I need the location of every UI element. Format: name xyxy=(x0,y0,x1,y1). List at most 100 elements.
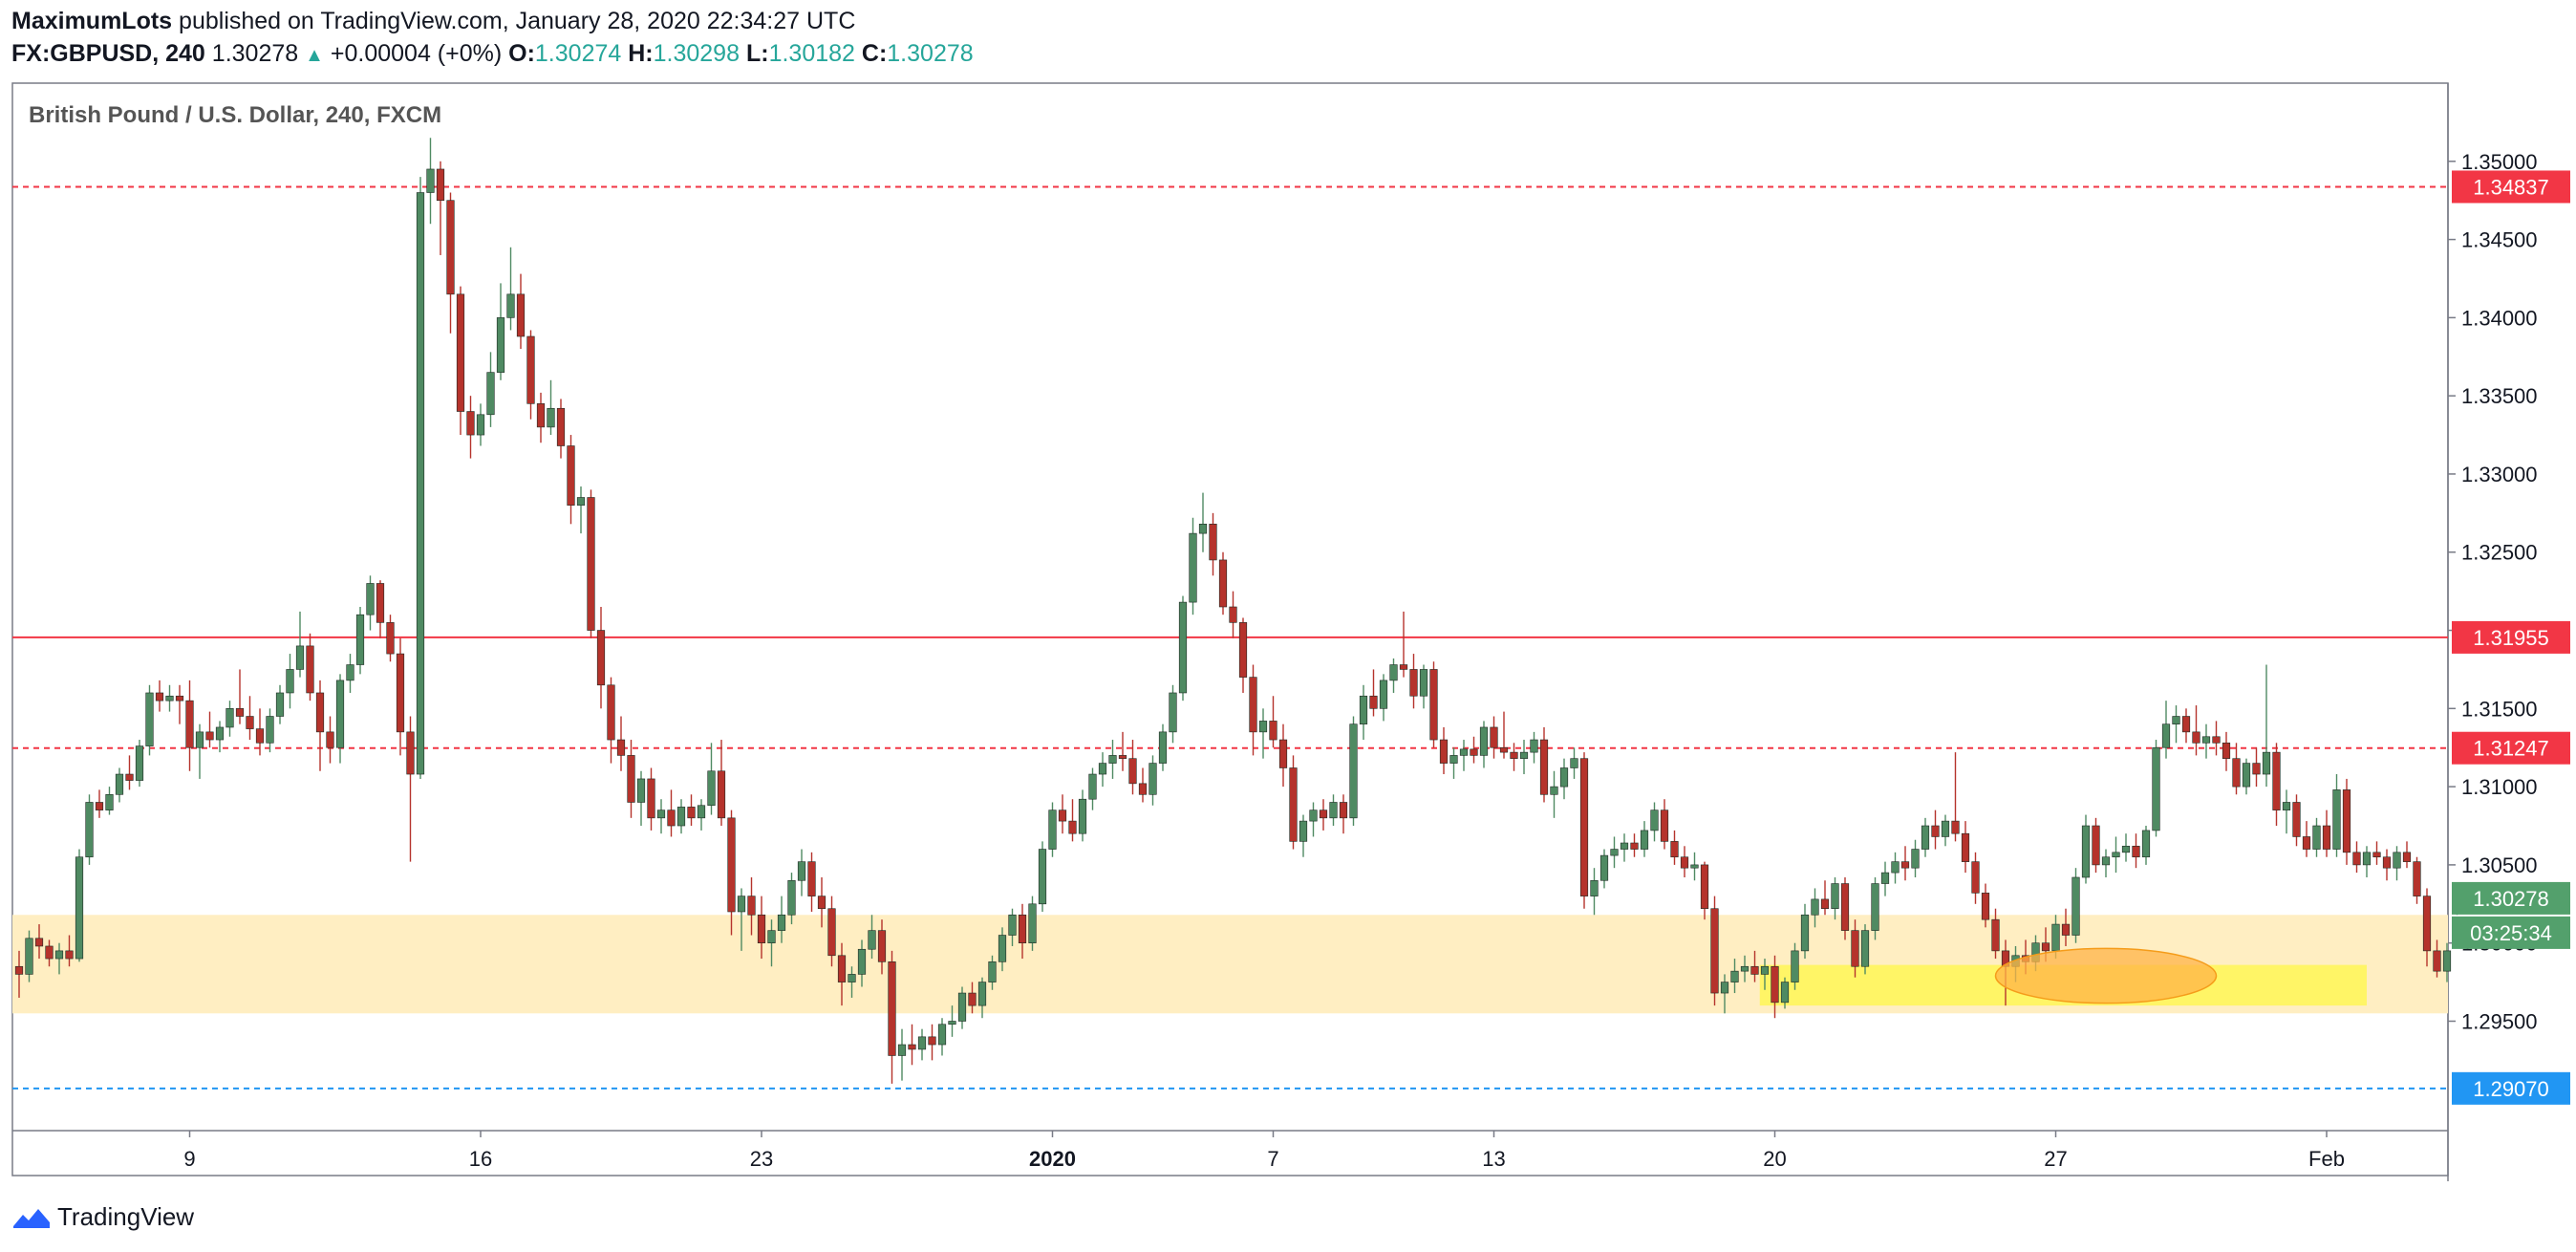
low-label: L: xyxy=(745,40,769,67)
candle xyxy=(1700,861,1709,920)
candle-body xyxy=(205,731,214,741)
candle-body xyxy=(1490,726,1498,748)
candle xyxy=(687,794,696,827)
candle xyxy=(1911,839,1920,877)
tradingview-logo[interactable]: TradingView xyxy=(11,1202,194,1232)
high-label: H: xyxy=(628,40,654,67)
candle xyxy=(2352,841,2361,874)
candle xyxy=(2292,794,2301,847)
low-value: 1.30182 xyxy=(768,40,855,67)
candle xyxy=(587,489,595,638)
candle-body xyxy=(416,192,425,775)
candle xyxy=(1249,664,1257,756)
candle-body xyxy=(476,414,485,436)
candle-body xyxy=(1991,918,2000,952)
candle xyxy=(1289,755,1298,850)
candle xyxy=(2282,789,2291,834)
candle-body xyxy=(446,200,455,295)
candle xyxy=(1218,551,1228,615)
candle xyxy=(1941,814,1950,847)
candle-body xyxy=(848,974,856,982)
candle xyxy=(366,575,375,631)
candle xyxy=(1138,767,1148,803)
candle-body xyxy=(1389,664,1398,681)
candle-body xyxy=(2332,789,2341,850)
candle xyxy=(556,399,566,459)
x-tick-label: 20 xyxy=(1763,1147,1786,1171)
candle xyxy=(386,615,395,662)
candle-body xyxy=(1820,898,1830,910)
candle-body xyxy=(2061,923,2071,936)
candle xyxy=(1068,799,1077,842)
candle xyxy=(1630,833,1639,857)
candle xyxy=(1900,846,1910,881)
candle-body xyxy=(1981,893,1990,920)
candle xyxy=(456,286,465,436)
candle xyxy=(406,716,415,862)
high-value: 1.30298 xyxy=(653,40,740,67)
candle-body xyxy=(516,293,526,337)
candle xyxy=(2302,821,2311,857)
candle xyxy=(2201,723,2211,759)
y-tick-label: 1.29500 xyxy=(2461,1009,2538,1033)
candle xyxy=(1490,716,1498,759)
candle xyxy=(2132,833,2140,869)
candle-body xyxy=(1791,950,1799,982)
candle-body xyxy=(2282,802,2291,810)
candle xyxy=(1339,794,1348,834)
candle-body xyxy=(1780,982,1790,1004)
x-tick-label: 23 xyxy=(750,1147,773,1171)
candle-body xyxy=(286,669,294,694)
candle xyxy=(567,435,575,525)
candle-body xyxy=(1539,739,1549,795)
candle-body xyxy=(888,961,896,1056)
candle-body xyxy=(837,955,847,982)
candle xyxy=(335,674,345,764)
candle-body xyxy=(2433,950,2441,972)
candle xyxy=(135,740,144,788)
candle-body xyxy=(1730,970,1739,982)
candle-body xyxy=(1419,669,1428,697)
candle-body xyxy=(275,692,285,717)
candle xyxy=(1951,752,1960,842)
candle xyxy=(1519,740,1529,775)
candle-body xyxy=(1249,677,1257,733)
countdown-tag xyxy=(2452,916,2570,949)
candle xyxy=(2433,939,2441,978)
candle-body xyxy=(1971,861,1980,894)
candle xyxy=(1831,876,1839,920)
candle xyxy=(526,330,535,420)
candle xyxy=(2242,758,2251,795)
candle-body xyxy=(607,684,615,741)
candle-body xyxy=(2152,746,2160,831)
candle xyxy=(1710,896,1719,1006)
candle xyxy=(1118,731,1127,771)
candle-body xyxy=(185,700,194,748)
candle-body xyxy=(1961,832,1970,862)
candle-body xyxy=(2252,763,2261,775)
candle-body xyxy=(627,755,635,803)
candle xyxy=(466,396,475,459)
candle xyxy=(787,873,796,925)
candle-body xyxy=(266,716,274,744)
x-tick-label: 7 xyxy=(1267,1147,1278,1171)
candle xyxy=(2101,849,2111,877)
candle xyxy=(817,876,826,928)
candle xyxy=(2081,814,2091,884)
candle xyxy=(576,486,586,534)
candle-body xyxy=(1840,883,1850,931)
candle-body xyxy=(647,778,655,819)
candle-body xyxy=(1158,731,1168,764)
y-tick-label: 1.34500 xyxy=(2461,228,2538,252)
candle xyxy=(647,767,655,831)
candle-body xyxy=(928,1036,936,1046)
candle-body xyxy=(1510,751,1518,759)
candle-body xyxy=(1209,524,1217,561)
candle-body xyxy=(526,335,535,404)
y-tick-label: 1.34000 xyxy=(2461,306,2538,330)
candle xyxy=(1880,861,1890,896)
candle-body xyxy=(1439,739,1449,764)
candle-body xyxy=(506,293,515,318)
x-tick-label: 16 xyxy=(469,1147,492,1171)
